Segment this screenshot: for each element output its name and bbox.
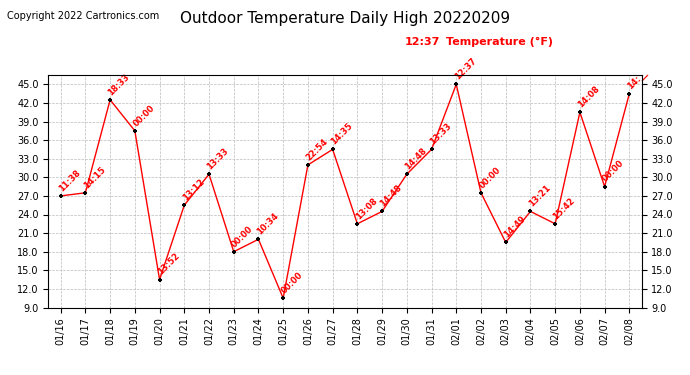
Text: 14:35: 14:35 (329, 122, 355, 147)
Point (302, 162, 313, 168)
Text: 00:00: 00:00 (230, 224, 255, 249)
Text: 14:49: 14:49 (502, 214, 527, 240)
Point (475, 190, 486, 196)
Point (402, 171, 413, 177)
Text: 14:15: 14:15 (82, 165, 107, 190)
Text: 00:00: 00:00 (131, 103, 156, 128)
Point (129, 128, 140, 134)
Point (105, 97, 116, 103)
Point (599, 184, 610, 190)
Point (55, 193, 66, 199)
Text: 22:54: 22:54 (304, 137, 330, 162)
Point (624, 91, 635, 97)
Point (574, 109, 585, 115)
Text: 14:__: 14:__ (626, 68, 649, 91)
Text: Temperature (°F): Temperature (°F) (446, 37, 553, 47)
Text: 10:34: 10:34 (255, 211, 280, 237)
Point (377, 209, 388, 214)
Text: 13:52: 13:52 (156, 252, 181, 277)
Point (179, 202, 190, 208)
Text: 15:42: 15:42 (551, 196, 577, 221)
Text: 14:08: 14:08 (576, 84, 602, 109)
Point (352, 221, 363, 227)
Point (426, 146, 437, 152)
Text: 00:00: 00:00 (279, 270, 304, 296)
Point (550, 221, 561, 227)
Text: 13:08: 13:08 (354, 196, 379, 221)
Text: 11:38: 11:38 (57, 168, 82, 193)
Point (253, 236, 264, 242)
Point (277, 295, 288, 301)
Text: 14:48: 14:48 (403, 146, 428, 171)
Text: 14:48: 14:48 (379, 183, 404, 209)
Text: 00:00: 00:00 (477, 165, 502, 190)
Text: 13:33: 13:33 (206, 146, 230, 171)
Point (327, 146, 338, 152)
Text: 18:33: 18:33 (106, 72, 132, 97)
Text: 12:37: 12:37 (453, 56, 478, 81)
Point (154, 277, 165, 283)
Text: 00:00: 00:00 (601, 159, 626, 184)
Point (204, 171, 215, 177)
Point (451, 81, 462, 87)
Point (525, 209, 536, 214)
Text: 13:12: 13:12 (181, 177, 206, 203)
Text: Copyright 2022 Cartronics.com: Copyright 2022 Cartronics.com (7, 11, 159, 21)
Text: 13:21: 13:21 (527, 183, 552, 209)
Point (500, 239, 511, 245)
Text: 12:37: 12:37 (404, 37, 440, 47)
Text: 13:33: 13:33 (428, 122, 453, 147)
Point (228, 249, 239, 255)
Point (80, 190, 91, 196)
Text: Outdoor Temperature Daily High 20220209: Outdoor Temperature Daily High 20220209 (180, 11, 510, 26)
